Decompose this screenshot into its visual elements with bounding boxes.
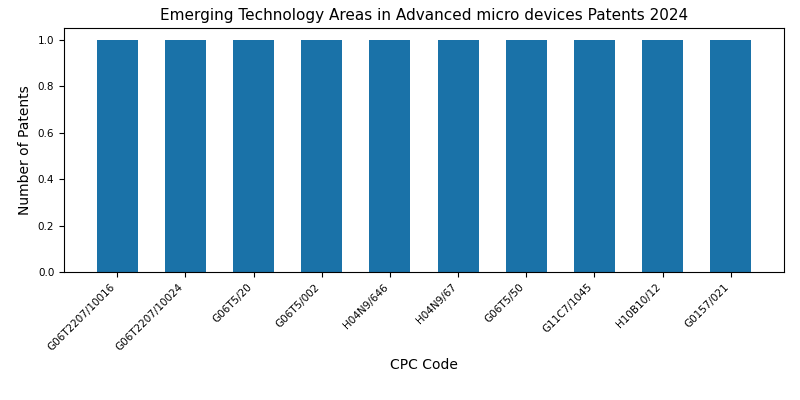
Bar [233,40,274,272]
Bar [642,40,683,272]
Y-axis label: Number of Patents: Number of Patents [18,85,32,215]
Bar [438,40,478,272]
Bar [710,40,751,272]
Bar [574,40,615,272]
Bar [302,40,342,272]
Bar [506,40,546,272]
Bar [97,40,138,272]
Bar [370,40,410,272]
Bar [165,40,206,272]
X-axis label: CPC Code: CPC Code [390,358,458,372]
Title: Emerging Technology Areas in Advanced micro devices Patents 2024: Emerging Technology Areas in Advanced mi… [160,8,688,23]
